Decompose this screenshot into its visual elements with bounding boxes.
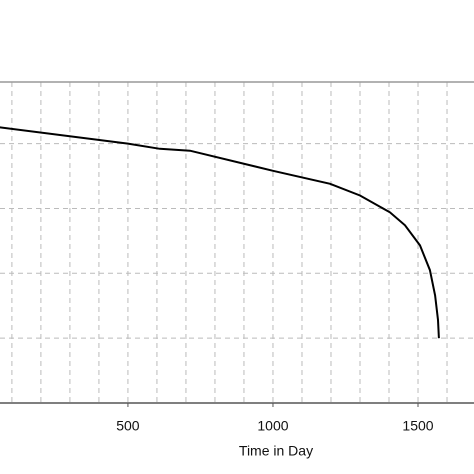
x-tick-label: 1000	[257, 418, 288, 434]
x-tick-label: 500	[116, 418, 140, 434]
grid	[0, 82, 474, 403]
line	[0, 126, 440, 339]
x-tick-label: 1500	[402, 418, 433, 434]
x-axis-label: Time in Day	[239, 443, 313, 459]
